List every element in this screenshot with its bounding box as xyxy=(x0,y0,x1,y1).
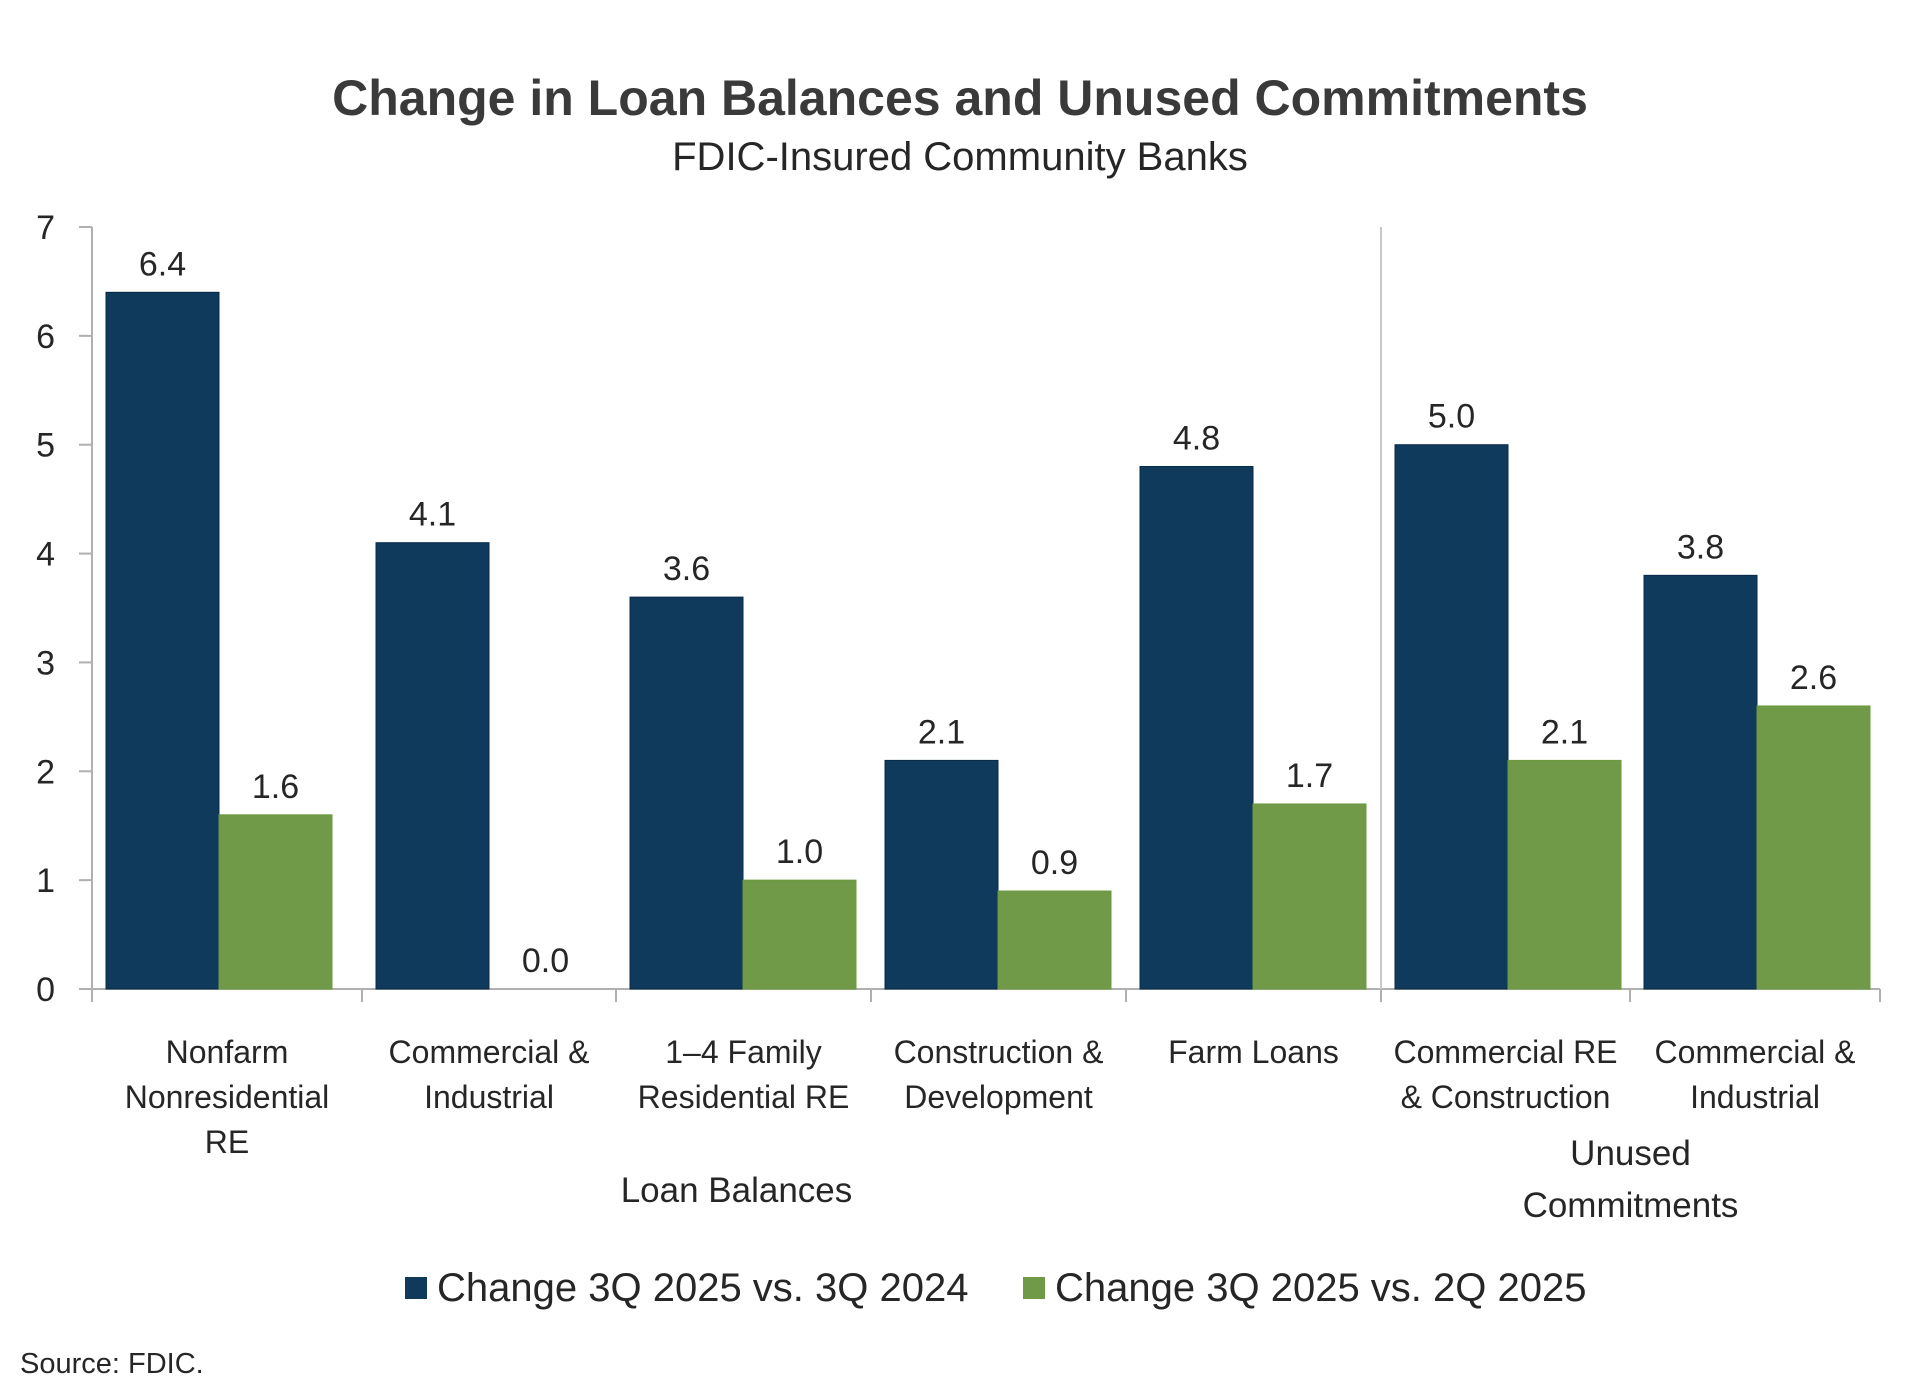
bar-series-1-cat-7 xyxy=(1643,574,1758,990)
bar-series-1-cat-6 xyxy=(1394,444,1509,990)
category-label-line: Commercial & xyxy=(389,1034,590,1070)
category-label-line: RE xyxy=(205,1124,249,1160)
data-label-series-1-cat-4: 2.1 xyxy=(918,713,965,751)
category-label: Commercial & Industrial xyxy=(1655,1034,1856,1115)
group-label-line: Loan Balances xyxy=(621,1171,853,1210)
group-label-line: Unused xyxy=(1570,1134,1691,1173)
data-label-series-2-cat-1: 1.6 xyxy=(252,768,299,806)
group-labels: Loan Balances Unused Commitments xyxy=(621,1134,1739,1225)
y-tick-label: 5 xyxy=(36,427,55,465)
category-label-line: Industrial xyxy=(424,1079,554,1115)
category-label: Nonfarm Nonresidential RE xyxy=(125,1034,330,1160)
category-label-line: Farm Loans xyxy=(1168,1034,1339,1070)
data-label-series-1-cat-5: 4.8 xyxy=(1173,419,1220,457)
group-label-line: Commitments xyxy=(1523,1186,1739,1225)
legend-label-series-2: Change 3Q 2025 vs. 2Q 2025 xyxy=(1055,1266,1586,1310)
bar-series-1-cat-5 xyxy=(1139,465,1254,990)
category-label: Farm Loans xyxy=(1168,1034,1339,1070)
y-axis: 0 1 2 3 4 5 6 7 xyxy=(36,209,93,1009)
category-label-line: & Construction xyxy=(1401,1079,1611,1115)
data-label-series-1-cat-2: 4.1 xyxy=(409,496,456,534)
category-label-line: Construction & xyxy=(894,1034,1104,1070)
x-axis-labels: Nonfarm Nonresidential RE Commercial & Indus… xyxy=(125,1034,1856,1160)
category-label-line: Industrial xyxy=(1690,1079,1820,1115)
category-label-line: Residential RE xyxy=(638,1079,850,1115)
data-label-series-2-cat-4: 0.9 xyxy=(1031,844,1078,882)
category-label-line: Nonfarm xyxy=(166,1034,289,1070)
category-label-line: Commercial RE xyxy=(1393,1034,1617,1070)
bar-series-2-cat-1 xyxy=(218,814,333,990)
data-labels: 6.4 4.1 3.6 2.1 4.8 5.0 3.8 1.6 0.0 1.0 0.9 1.7 2.1 2… xyxy=(139,245,1837,980)
category-label-line: Development xyxy=(904,1079,1093,1115)
category-label: Commercial & Industrial xyxy=(389,1034,590,1115)
bar-series-2-cat-7 xyxy=(1756,705,1871,990)
data-label-series-1-cat-3: 3.6 xyxy=(663,550,710,588)
legend: Change 3Q 2025 vs. 3Q 2024 Change 3Q 202… xyxy=(405,1266,1586,1310)
bar-series-1-cat-2 xyxy=(375,542,490,990)
category-label: Commercial RE & Construction xyxy=(1393,1034,1617,1115)
chart-subtitle: FDIC-Insured Community Banks xyxy=(672,135,1248,179)
bar-series-2-cat-3 xyxy=(742,879,857,990)
category-label-line: Nonresidential xyxy=(125,1079,330,1115)
legend-swatch-series-2 xyxy=(1023,1277,1045,1299)
data-label-series-2-cat-7: 2.6 xyxy=(1790,659,1837,697)
y-tick-label: 4 xyxy=(36,536,55,574)
data-label-series-2-cat-2: 0.0 xyxy=(522,942,569,980)
y-tick-label: 2 xyxy=(36,753,55,791)
data-label-series-2-cat-6: 2.1 xyxy=(1541,713,1588,751)
bar-series-2-cat-6 xyxy=(1507,759,1622,990)
bars xyxy=(105,291,1871,990)
category-label: 1–4 Family Residential RE xyxy=(638,1034,850,1115)
chart-title: Change in Loan Balances and Unused Commi… xyxy=(332,70,1588,126)
legend-label-series-1: Change 3Q 2025 vs. 3Q 2024 xyxy=(437,1266,968,1310)
bar-series-1-cat-3 xyxy=(629,596,744,990)
group-label: Unused Commitments xyxy=(1523,1134,1739,1225)
y-tick-label: 1 xyxy=(36,862,55,900)
bar-series-1-cat-4 xyxy=(884,759,999,990)
category-label: Construction & Development xyxy=(894,1034,1104,1115)
data-label-series-1-cat-7: 3.8 xyxy=(1677,528,1724,566)
y-tick-label: 6 xyxy=(36,318,55,356)
category-label-line: 1–4 Family xyxy=(665,1034,822,1070)
bar-series-2-cat-4 xyxy=(997,890,1112,990)
data-label-series-1-cat-1: 6.4 xyxy=(139,245,186,283)
y-tick-label: 7 xyxy=(36,209,55,247)
category-label-line: Commercial & xyxy=(1655,1034,1856,1070)
group-label: Loan Balances xyxy=(621,1171,853,1210)
source-note: Source: FDIC. xyxy=(20,1348,204,1380)
data-label-series-2-cat-5: 1.7 xyxy=(1286,757,1333,795)
legend-swatch-series-1 xyxy=(405,1277,427,1299)
bar-series-1-cat-1 xyxy=(105,291,220,990)
bar-series-2-cat-5 xyxy=(1252,803,1367,990)
y-tick-label: 0 xyxy=(36,971,55,1009)
data-label-series-2-cat-3: 1.0 xyxy=(776,833,823,871)
y-tick-label: 3 xyxy=(36,644,55,682)
data-label-series-1-cat-6: 5.0 xyxy=(1428,398,1475,436)
